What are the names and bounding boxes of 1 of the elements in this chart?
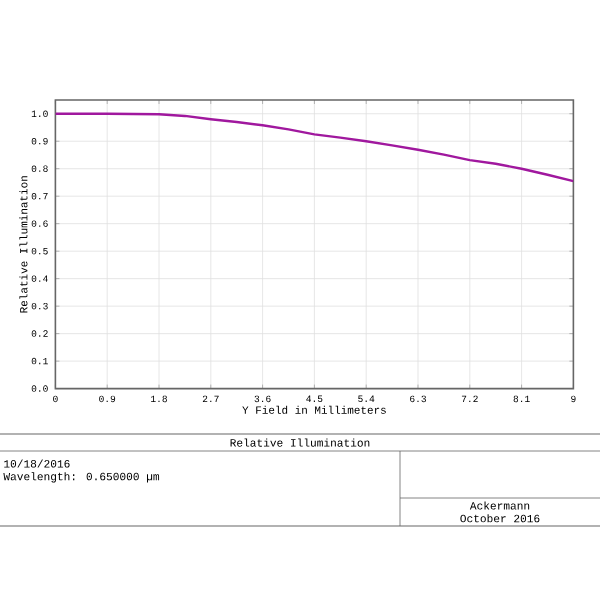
line-series [55, 112, 574, 183]
